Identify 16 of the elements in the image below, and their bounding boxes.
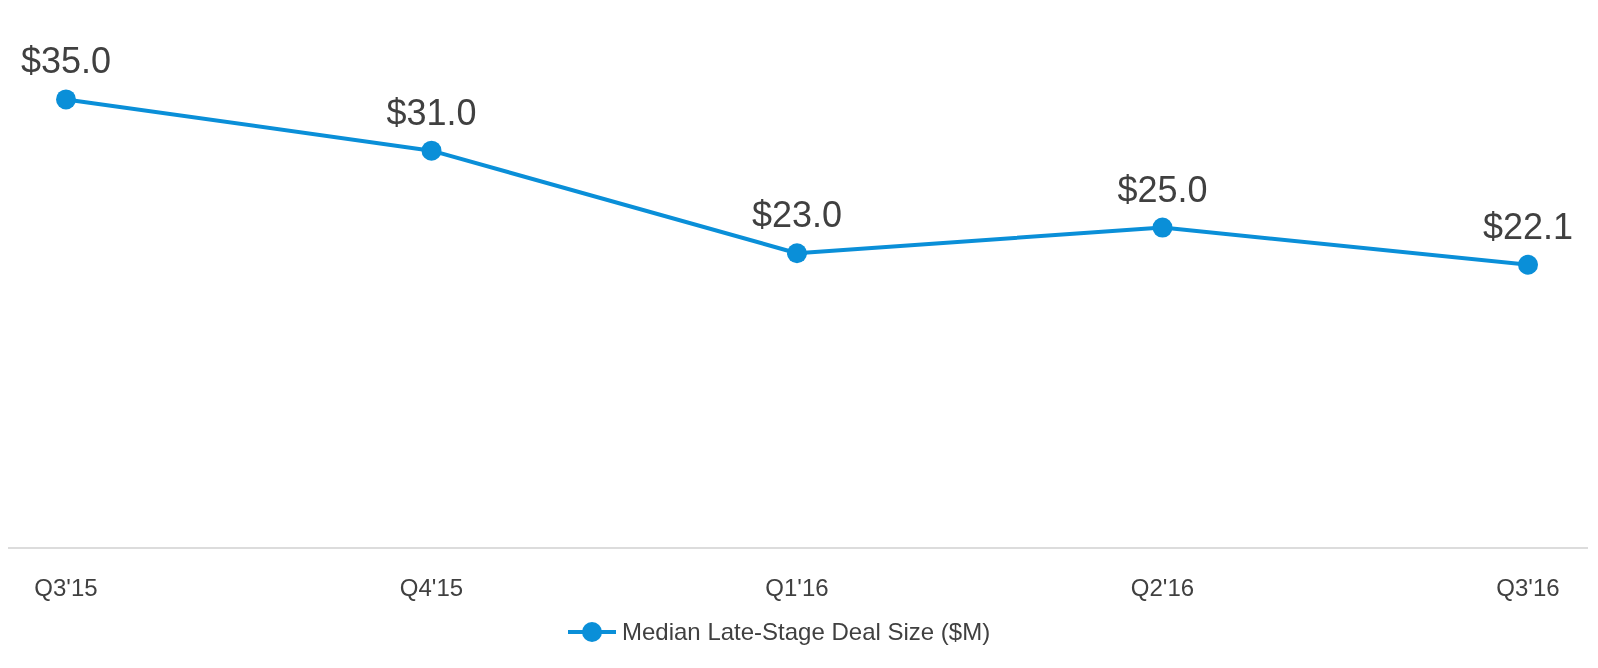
point: [787, 243, 807, 264]
point: [56, 89, 76, 110]
x-tick-label: Q3'16: [1496, 574, 1560, 601]
data-label: $23.0: [751, 194, 843, 236]
point: [1518, 254, 1538, 275]
point: [421, 140, 442, 161]
legend-label: Median Late-Stage Deal Size ($M): [622, 618, 991, 645]
x-tick-label: Q4'15: [399, 574, 464, 601]
x-tick-label: Q3'15: [34, 574, 98, 601]
x-tick-label: Q1'16: [765, 574, 829, 601]
point: [1152, 217, 1173, 238]
data-label: $35.0: [20, 40, 112, 82]
data-label: $31.0: [386, 91, 477, 133]
data-label: $22.1: [1482, 205, 1574, 247]
data-label: $25.0: [1117, 168, 1208, 210]
x-tick-label: Q2'16: [1130, 574, 1195, 601]
